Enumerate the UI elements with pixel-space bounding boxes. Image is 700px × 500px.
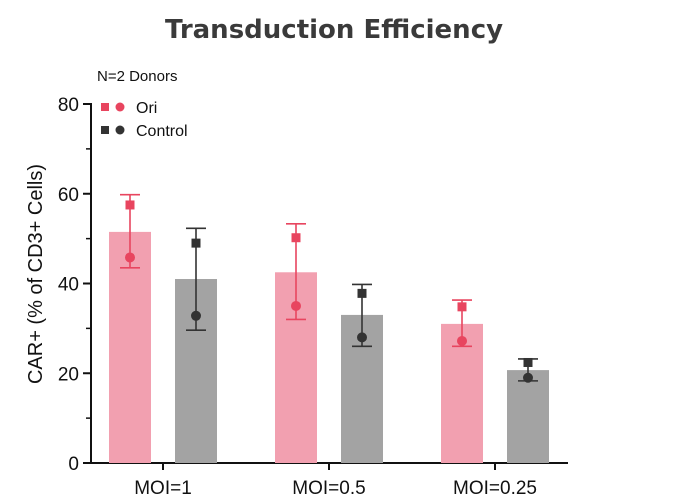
- ori-bar: [109, 231, 151, 463]
- legend-control-square-icon: [101, 126, 109, 134]
- control-donor-square-point: [523, 357, 533, 367]
- x-category-label: MOI=0.5: [292, 478, 365, 499]
- y-tick-label: 40: [58, 275, 79, 296]
- legend-control-circle-icon: [115, 125, 125, 135]
- ori-donor-circle-point: [291, 300, 301, 311]
- legend-control-label: Control: [136, 123, 188, 140]
- ori-donor-square-point: [457, 302, 467, 312]
- chart-title: Transduction Efficiency: [165, 15, 503, 45]
- ori-donor-square-point: [125, 200, 135, 210]
- y-tick-label: 0: [68, 454, 79, 475]
- control-donor-square-point: [357, 288, 367, 298]
- ori-donor-circle-point: [457, 335, 467, 346]
- ori-donor-circle-point: [125, 252, 135, 263]
- control-donor-circle-point: [357, 332, 367, 343]
- legend-ori-label: Ori: [136, 100, 157, 117]
- legend-ori-square-icon: [101, 103, 109, 111]
- control-donor-circle-point: [523, 372, 533, 383]
- chart-subtitle: N=2 Donors: [97, 68, 177, 85]
- control-donor-circle-point: [191, 310, 201, 321]
- x-category-label: MOI=1: [134, 478, 192, 499]
- y-axis-label: CAR+ (% of CD3+ Cells): [25, 164, 47, 384]
- legend: Ori Control: [101, 100, 188, 140]
- plot-area: 0 20 40 60 80 MOI=1 MOI=0.5 MOI=0.25: [58, 95, 568, 499]
- y-tick-label: 20: [58, 364, 79, 385]
- x-category-label: MOI=0.25: [453, 478, 537, 499]
- y-tick-label: 80: [58, 95, 79, 116]
- y-tick-label: 60: [58, 185, 79, 206]
- ori-donor-square-point: [291, 233, 301, 243]
- legend-ori-circle-icon: [115, 102, 125, 112]
- control-bar: [507, 370, 549, 463]
- control-donor-square-point: [191, 238, 201, 248]
